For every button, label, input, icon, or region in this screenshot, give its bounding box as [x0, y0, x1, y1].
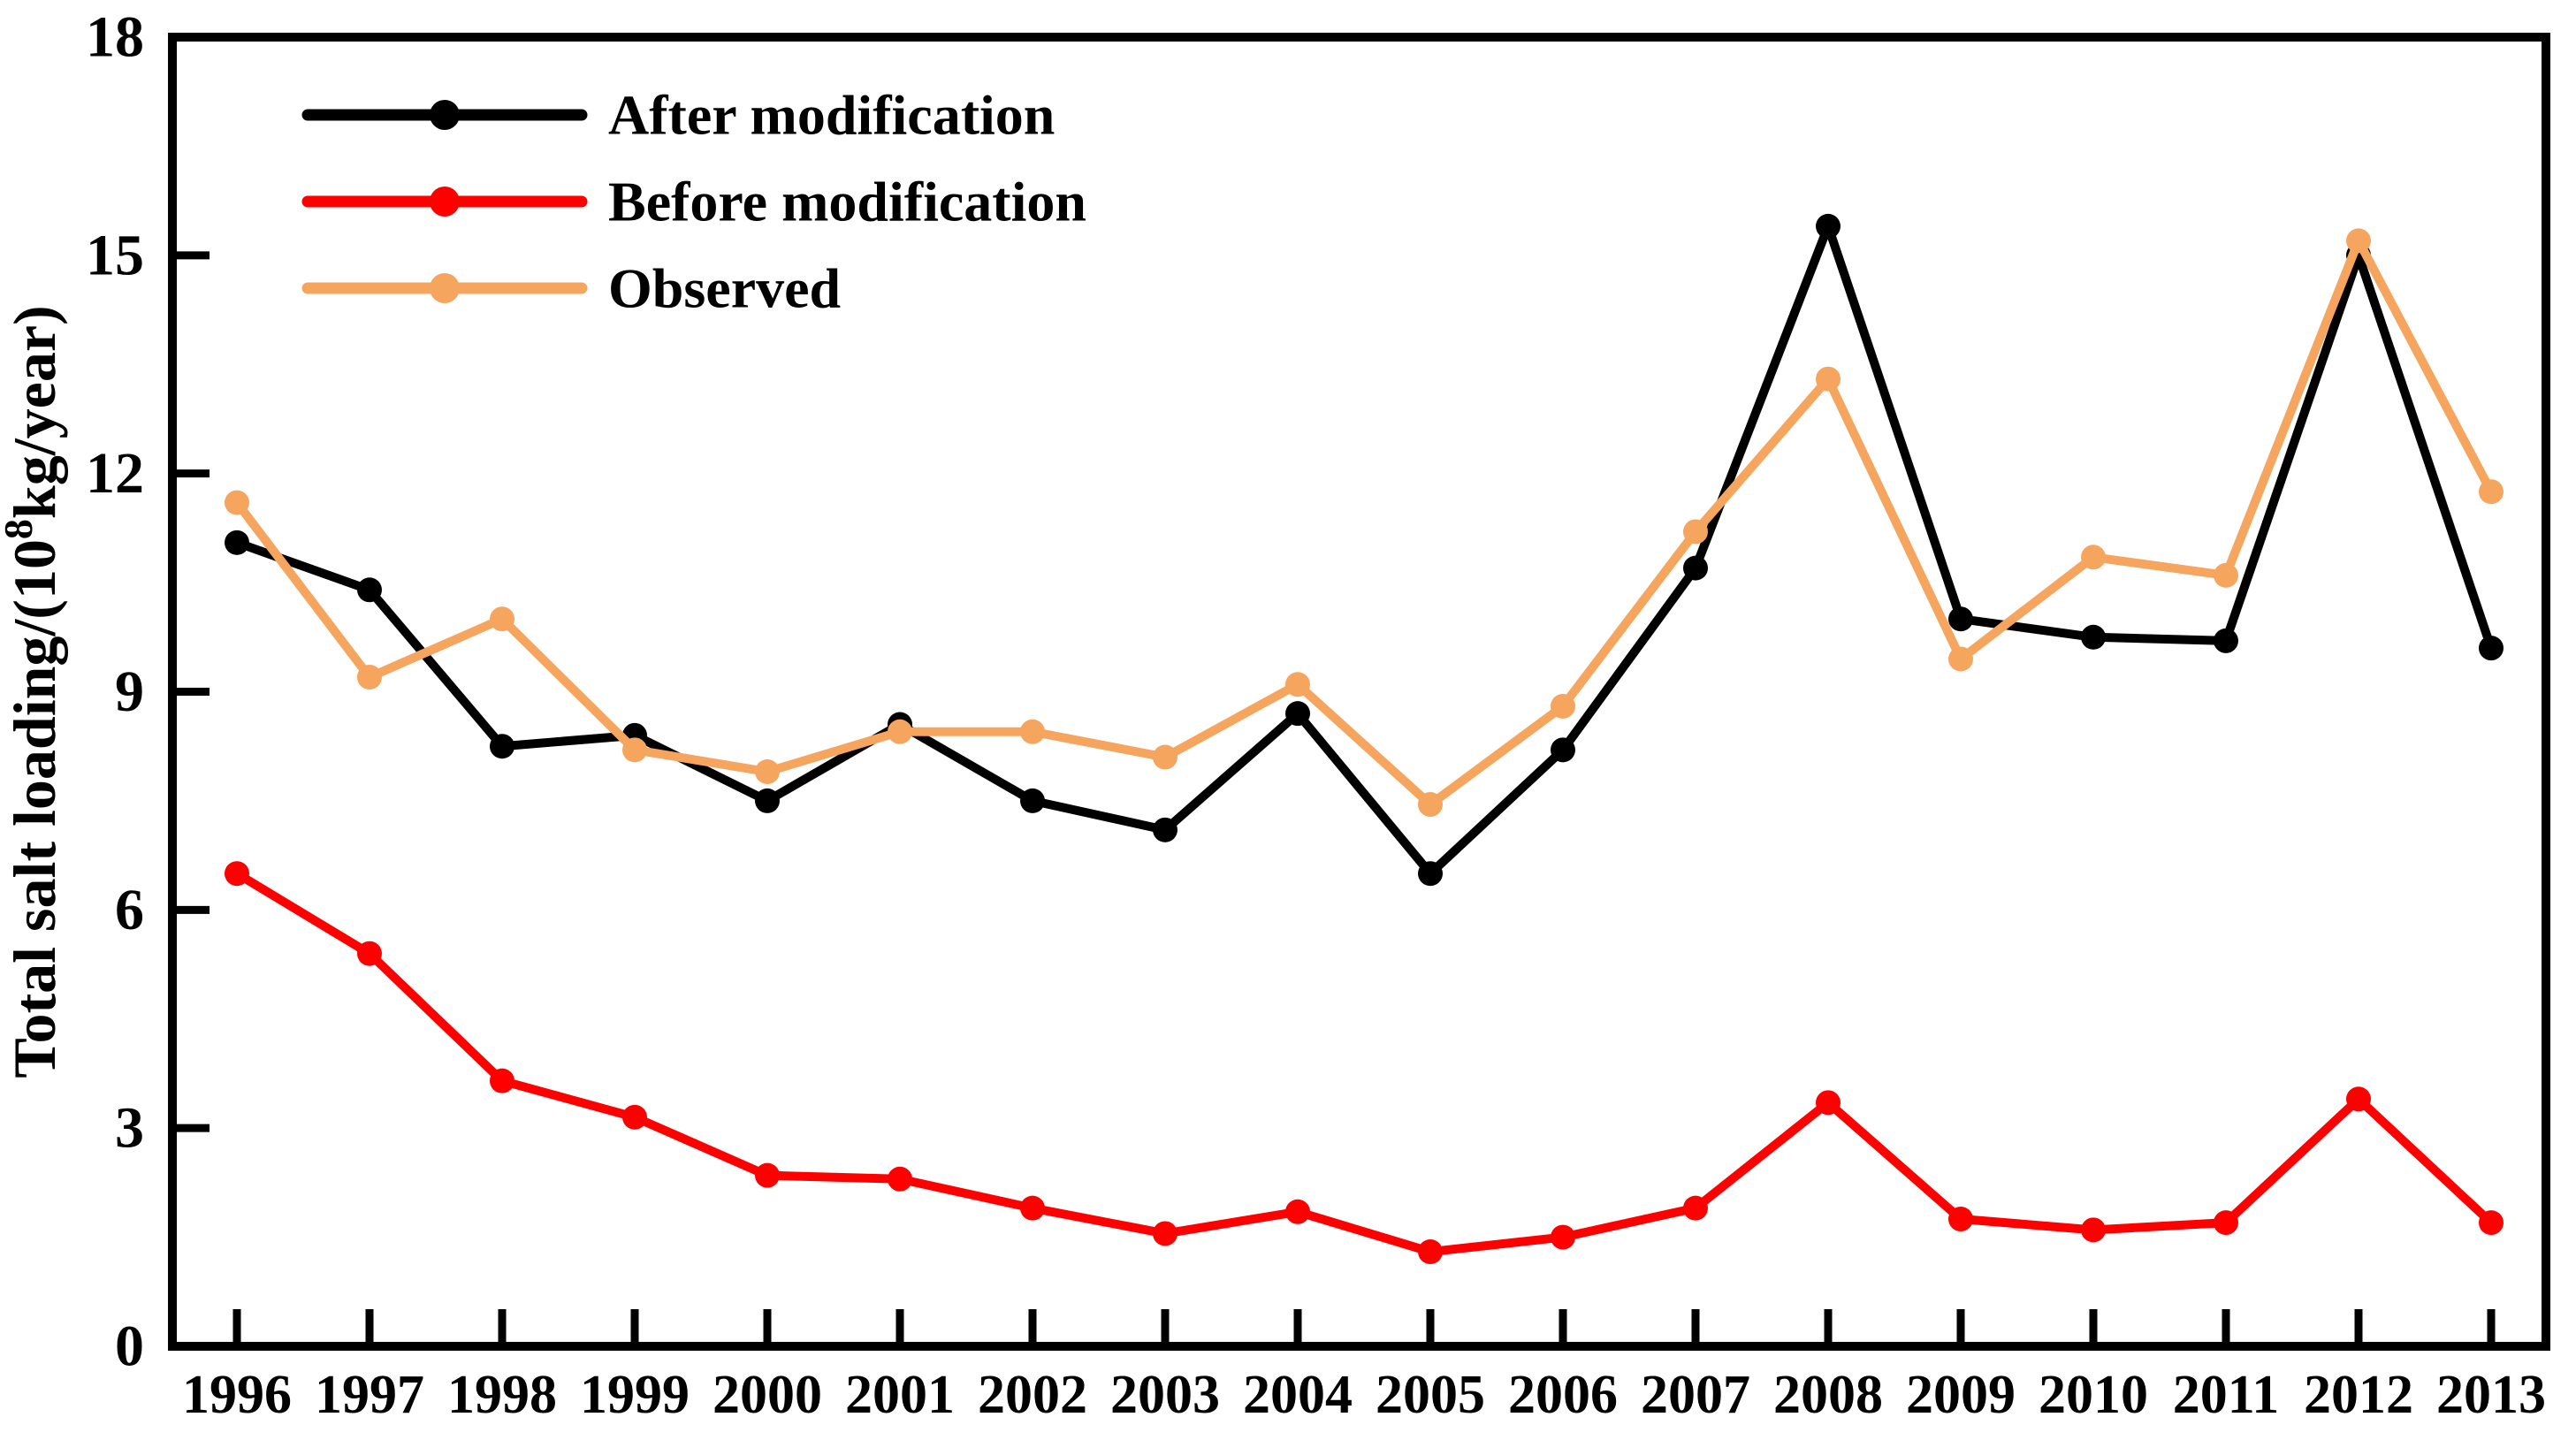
- legend-marker: [430, 100, 460, 130]
- series-point: [888, 719, 912, 744]
- series-point: [2081, 624, 2106, 650]
- series-point: [2479, 479, 2504, 505]
- plot-box: [168, 33, 2550, 1351]
- legend-marker: [430, 187, 460, 217]
- y-tick-label: 15: [86, 223, 144, 287]
- x-tick-label: 2003: [1110, 1365, 1220, 1425]
- series-point: [357, 665, 382, 690]
- series-point: [1551, 693, 1575, 719]
- series-point: [225, 530, 249, 555]
- y-tick-label: 6: [115, 878, 144, 942]
- series-point: [755, 759, 780, 785]
- series-point: [1551, 737, 1575, 763]
- series-point: [1816, 366, 1841, 392]
- x-tick-label: 2010: [2039, 1365, 2148, 1425]
- x-tick-label: 2009: [1906, 1365, 2016, 1425]
- series-point: [225, 490, 249, 515]
- series-point: [1418, 861, 1443, 887]
- series-point: [888, 1166, 912, 1192]
- legend-label: Before modification: [608, 171, 1086, 233]
- x-tick-label: 2013: [2436, 1365, 2546, 1425]
- series-point: [755, 1162, 780, 1188]
- y-tick-label: 9: [115, 659, 144, 724]
- series-point: [1285, 672, 1310, 697]
- series-point: [1948, 646, 1973, 672]
- series-point: [1020, 1195, 1045, 1221]
- series-point: [2214, 1210, 2238, 1236]
- series-point: [1153, 744, 1177, 770]
- series-point: [490, 734, 514, 759]
- series-point: [1020, 788, 1045, 813]
- x-tick-label: 2011: [2173, 1365, 2280, 1425]
- series-point: [1153, 1221, 1177, 1246]
- series-point: [2479, 636, 2504, 661]
- series-point: [2346, 1086, 2371, 1112]
- series-line-3: [232, 236, 2496, 810]
- series-line-2: [232, 869, 2496, 1257]
- series-point: [1020, 719, 1045, 744]
- series-point: [1816, 213, 1841, 239]
- series-point: [1285, 701, 1310, 727]
- x-tick-label: 2005: [1376, 1365, 1485, 1425]
- series-point: [622, 737, 647, 763]
- x-tick-label: 1998: [447, 1365, 557, 1425]
- series-point: [2081, 1217, 2106, 1243]
- y-axis-label: Total salt loading/(108kg/year): [0, 305, 68, 1078]
- series-point: [490, 606, 514, 632]
- y-tick-label: 18: [86, 5, 144, 70]
- x-tick-label: 2007: [1641, 1365, 1750, 1425]
- series-point: [1418, 1239, 1443, 1265]
- y-tick-label: 3: [115, 1096, 144, 1161]
- series-point: [1683, 519, 1708, 545]
- series-point: [2081, 545, 2106, 570]
- legend-marker: [430, 273, 460, 303]
- series-point: [2214, 628, 2238, 653]
- x-tick-label: 1999: [580, 1365, 690, 1425]
- series-point: [490, 1068, 514, 1093]
- y-tick-label: 0: [115, 1314, 144, 1379]
- series-point: [1418, 792, 1443, 818]
- series-point: [357, 941, 382, 966]
- series-line-1: [232, 221, 2496, 879]
- x-tick-label: 2006: [1508, 1365, 1618, 1425]
- series-point: [1153, 817, 1177, 842]
- series-point: [755, 788, 780, 813]
- series-point: [2346, 228, 2371, 254]
- x-tick-label: 2002: [978, 1365, 1087, 1425]
- series-point: [1816, 1090, 1841, 1116]
- legend-label: Observed: [608, 257, 841, 320]
- x-tick-label: 1996: [182, 1365, 292, 1425]
- x-tick-label: 2001: [845, 1365, 955, 1425]
- y-tick-label: 12: [86, 441, 144, 506]
- series-point: [2214, 562, 2238, 588]
- series-point: [622, 1104, 647, 1130]
- series-point: [1551, 1224, 1575, 1250]
- series-point: [1948, 606, 1973, 632]
- x-tick-label: 2012: [2304, 1365, 2413, 1425]
- series-point: [357, 577, 382, 603]
- x-tick-label: 1997: [315, 1365, 424, 1425]
- x-tick-label: 2000: [713, 1365, 822, 1425]
- series-point: [225, 861, 249, 887]
- series-point: [1683, 1195, 1708, 1221]
- legend-label: After modification: [608, 84, 1055, 147]
- x-tick-label: 2008: [1773, 1365, 1883, 1425]
- series-point: [1948, 1207, 1973, 1232]
- series-point: [2479, 1210, 2504, 1236]
- series-point: [1683, 555, 1708, 581]
- series-point: [1285, 1199, 1310, 1224]
- x-tick-label: 2004: [1243, 1365, 1353, 1425]
